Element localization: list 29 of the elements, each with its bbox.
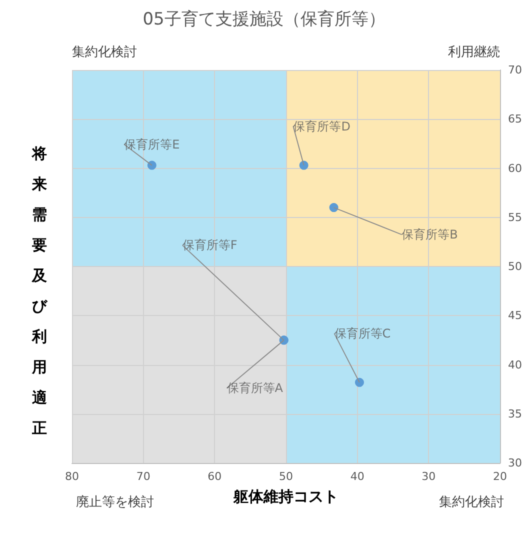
x-axis-title: 躯体維持コスト: [232, 488, 338, 506]
x-tick-label: 30: [422, 470, 436, 483]
annotation: 保育所等A: [226, 381, 284, 396]
annotation: 保育所等B: [402, 228, 458, 242]
text: 廃止等を検討: [76, 495, 154, 510]
text: 集約化検討: [72, 45, 137, 60]
y-tick-label: 30: [508, 456, 522, 470]
text: 利用継続: [448, 45, 500, 60]
y-tick-label: 70: [508, 64, 522, 76]
y-tick-label: 45: [508, 309, 522, 322]
y-tick-label: 55: [508, 210, 522, 224]
y-tick-label: 65: [508, 112, 522, 126]
x-tick-label: 70: [136, 470, 150, 483]
chart-title: 05子育て支援施設（保育所等）: [142, 10, 386, 30]
annotation: 保育所等C: [334, 326, 391, 340]
x-tick-label: 50: [279, 470, 293, 483]
x-tick-label: 20: [493, 470, 507, 483]
y-tick-label: 35: [508, 407, 522, 420]
annotation: 保育所等F: [182, 238, 238, 252]
y-tick-label: 40: [508, 358, 522, 372]
y-tick-label: 50: [508, 260, 522, 273]
annotation: 保育所等E: [124, 137, 180, 152]
text: 将来需要及び利用適正: [32, 144, 47, 437]
annotation: 保育所等D: [293, 119, 350, 134]
x-tick-label: 60: [208, 470, 222, 483]
x-tick-label: 80: [65, 470, 79, 483]
x-tick-label: 40: [350, 470, 364, 483]
y-tick-label: 60: [508, 162, 522, 175]
text: 集約化検討: [439, 495, 504, 510]
